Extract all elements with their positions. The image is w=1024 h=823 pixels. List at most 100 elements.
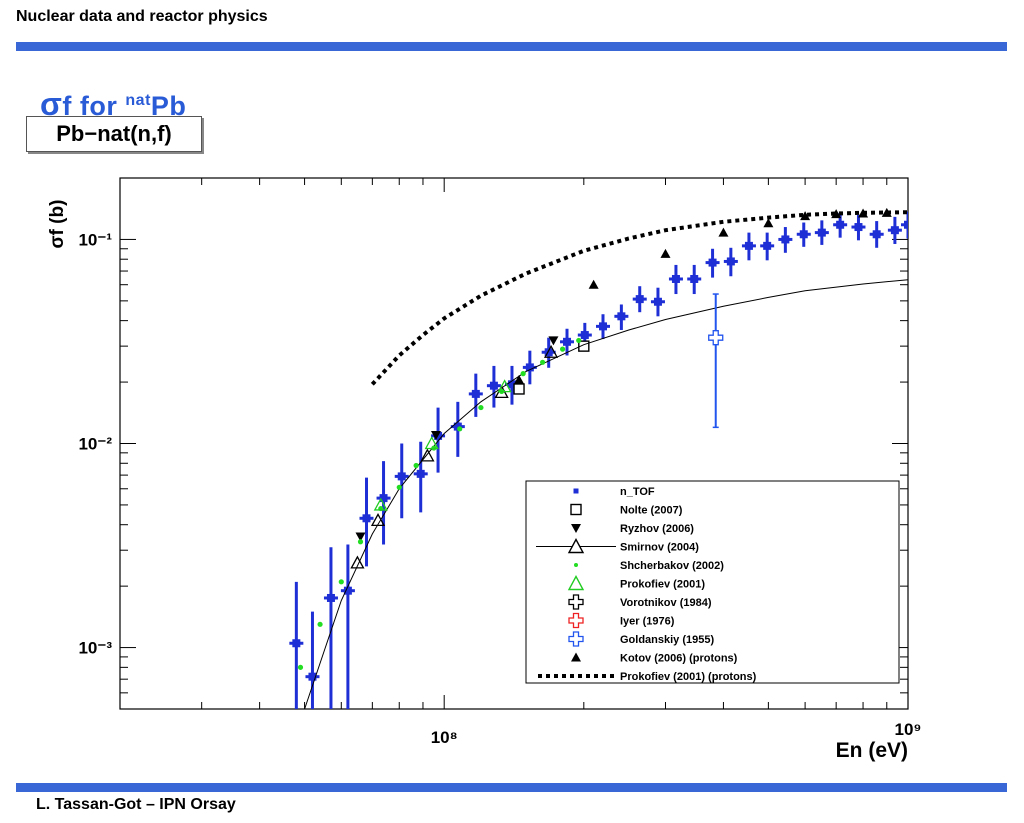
series-n-tof-point [744,241,753,250]
series-shcherbakov-2002--point [457,426,463,432]
series-shcherbakov-2002--point [576,337,582,344]
series-shcherbakov-2002--point [338,579,344,585]
series-n-tof-point [763,241,772,250]
series-n-tof-point [599,322,608,331]
series-kotov-2006-protons--point [763,218,774,228]
series-ryzhov-2006- [355,336,559,542]
series-prokofiev-2001- [373,379,512,511]
legend-label: Goldanskiy (1955) [620,634,714,646]
series-n-tof-point [635,295,644,304]
legend-marker [570,503,582,516]
series-kotov-2006-protons--point [881,207,892,217]
legend-marker [568,612,584,629]
series-n-tof-point [379,494,388,503]
series-ryzhov-2006--point [355,532,366,542]
legend-marker [568,631,584,647]
legend-item: n_TOF [573,486,655,498]
series-n-tof-point [525,363,534,372]
legend-item: Goldanskiy (1955) [568,631,714,647]
legend-label: Smirnov (2004) [620,542,699,554]
series-smirnov-2004--point [420,448,435,462]
series-n-tof-point [563,337,572,346]
legend-item: Iyer (1976) [568,612,675,629]
y-axis-label: σf (b) [47,200,68,249]
legend-label: Ryzhov (2006) [620,523,694,535]
legend-item: Kotov (2006) (protons) [571,652,738,665]
legend-label: Prokofiev (2001) (protons) [620,671,757,683]
footer-author: L. Tassan-Got – IPN Orsay [36,796,236,813]
series-shcherbakov-2002--point [357,539,364,545]
series-shcherbakov-2002--point [297,664,304,670]
series-n-tof-point [854,223,863,232]
legend-item: Nolte (2007) [570,503,683,517]
legend: n_TOF Nolte (2007) Ryzhov (2006) Smirnov (2… [525,480,900,684]
series-n-tof-point [671,274,680,283]
legend-item: Shcherbakov (2002) [574,560,724,572]
series-goldanskiy-1955--point [708,330,724,346]
legend-label: Shcherbakov (2002) [620,560,724,572]
y-tick-label: 10⁻² [78,435,112,454]
series-shcherbakov-2002--point [559,346,566,352]
legend-marker [571,652,581,662]
series-n-tof-point [708,258,717,267]
series-ryzhov-2006--point [430,431,441,441]
series-n-tof-point [617,312,626,321]
plot-area [289,207,908,709]
series-prokofiev-2001-protons--curve [370,210,908,386]
legend-item: Smirnov (2004) [536,538,699,554]
title-sup: nat [125,92,151,109]
series-n-tof-point [653,297,662,306]
series-nolte-2007--point [578,340,590,352]
series-kotov-2006-protons--point [718,227,729,237]
series-n-tof-point [308,672,317,681]
series-n-tof-point [453,422,462,431]
legend-label: Kotov (2006) (protons) [620,653,738,665]
series-kotov-2006-protons--point [588,279,599,289]
series-smirnov-2004--point [370,513,386,527]
series-prokofiev-2001--point [424,436,439,450]
series-n-tof-point [817,228,826,237]
series-n-tof-point [799,230,808,239]
y-tick-label: 10⁻³ [78,639,112,658]
legend-item: Prokofiev (2001) [567,575,705,591]
series-n-tof-point [326,593,335,602]
footer-bar [16,783,1007,792]
series-n-tof [289,211,908,709]
series-smirnov-2004--point [543,344,559,358]
series-n-tof-point [343,586,352,595]
series-n-tof-point [544,348,553,357]
series-shcherbakov-2002- [297,337,582,670]
legend-marker [574,563,578,567]
series-kotov-2006-protons--point [831,209,842,219]
legend-label: n_TOF [620,486,655,498]
series-n-tof-point [890,226,899,235]
series-n-tof-point [872,230,881,239]
x-axis-label: En (eV) [836,739,908,762]
series-n-tof-point [781,235,790,244]
series-kotov-2006-protons--point [660,248,671,258]
header-title: Nuclear data and reactor physics [16,8,268,25]
series-smirnov-2004--point [350,555,365,569]
legend-marker [573,488,579,494]
series-n-tof-point [471,389,480,398]
legend-marker [571,524,581,533]
legend-marker [567,575,585,591]
series-kotov-2006-protons--point [800,211,811,221]
series-nolte-2007- [513,340,590,395]
series-n-tof-point [362,514,371,523]
series-shcherbakov-2002--point [396,484,402,490]
legend-label: Prokofiev (2001) [620,579,705,591]
series-shcherbakov-2002--point [520,371,526,377]
series-prokofiev-2001--point [373,497,388,511]
title-sigma: σ [40,86,63,122]
series-shcherbakov-2002--point [317,621,323,627]
series-shcherbakov-2002--point [478,404,484,411]
series-n-tof-point [507,380,516,389]
legend-label: Nolte (2007) [620,505,683,517]
series-n-tof-point [489,381,498,390]
series-n-tof-point [904,220,908,229]
series-n-tof-point [292,639,301,648]
legend-label: Iyer (1976) [620,616,675,628]
x-tick-label: 10⁹ [895,720,922,739]
series-n-tof-point [580,331,589,340]
